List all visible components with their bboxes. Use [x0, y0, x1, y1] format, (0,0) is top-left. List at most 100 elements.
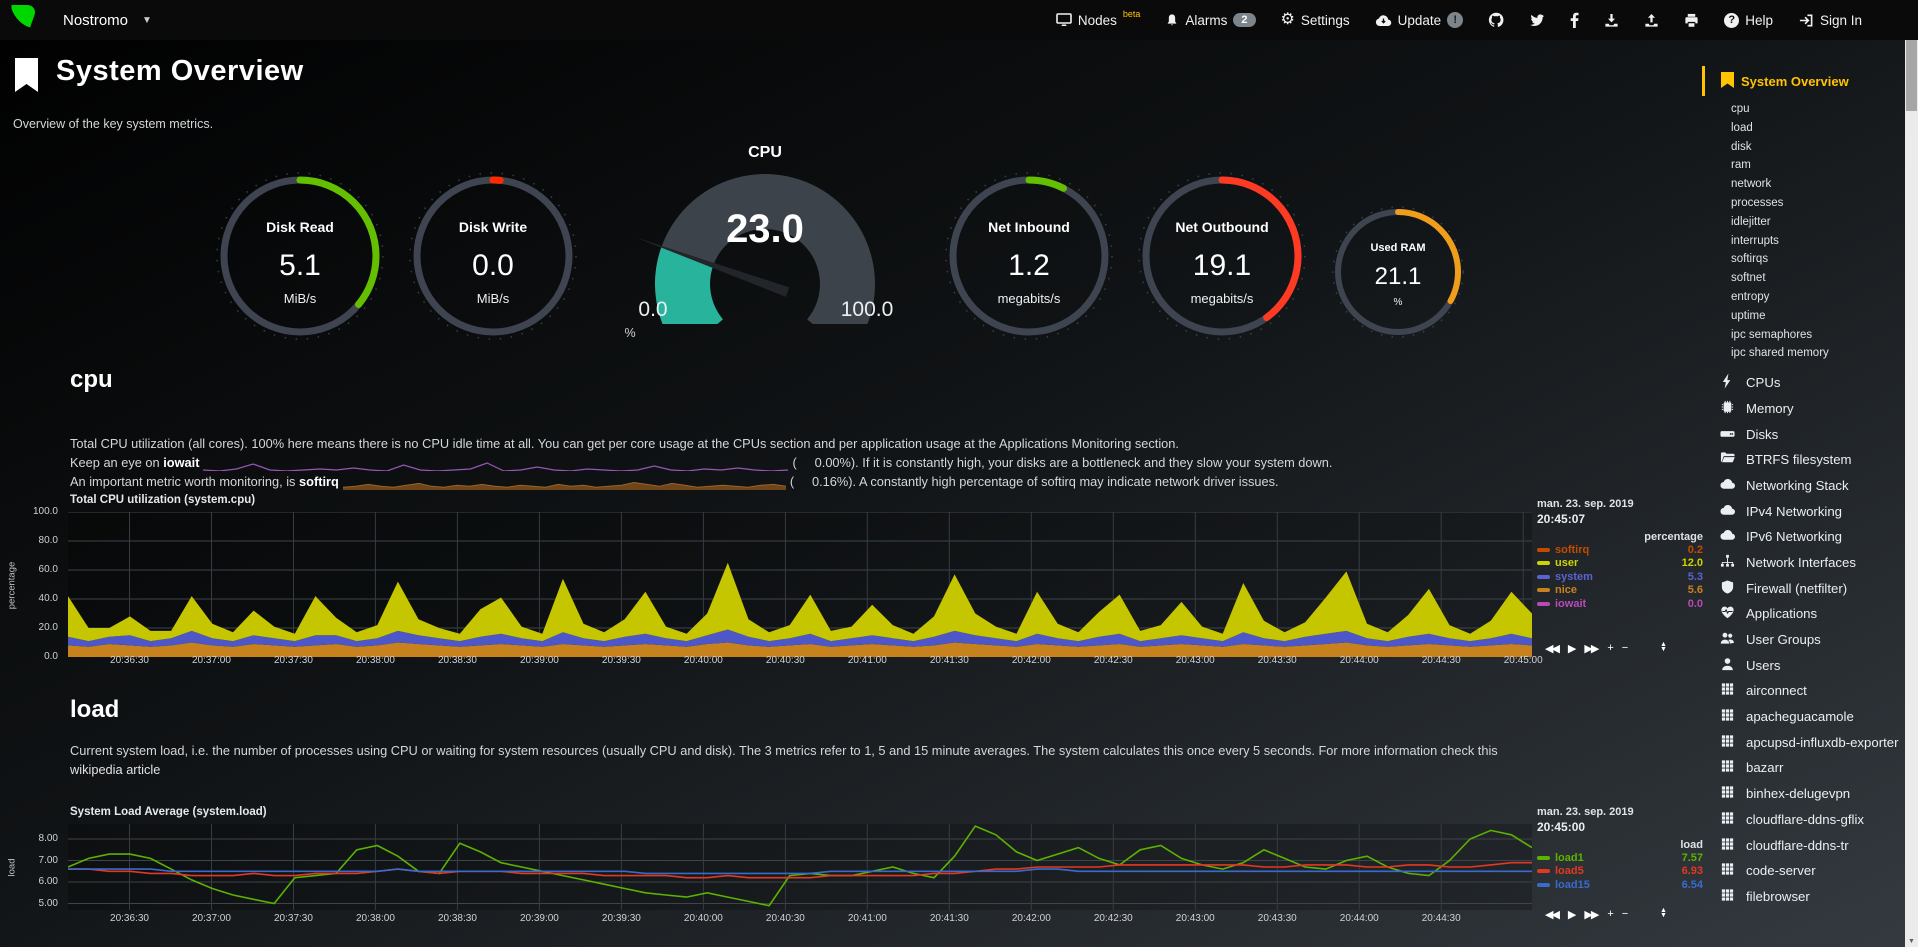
sidebar-subitem-ipc-shared-memory[interactable]: ipc shared memory [1731, 347, 1829, 360]
gauge-disk-read[interactable]: Disk Read 5.1 MiB/s [215, 171, 385, 371]
gauge-cpu[interactable]: CPU 23.0 0.0 100.0 % [600, 112, 930, 352]
legend-item-load5[interactable]: load5 6.93 [1537, 865, 1703, 879]
sidebar-item-bazarr[interactable]: bazarr [1702, 758, 1905, 784]
sidebar-subitem-softirqs[interactable]: softirqs [1731, 253, 1769, 266]
x-tick-label: 20:37:30 [273, 655, 313, 666]
gauge-used-ram[interactable]: Used RAM 21.1 % [1331, 205, 1465, 365]
x-tick-label: 20:37:30 [273, 913, 313, 924]
play-button[interactable]: ▶ [1567, 643, 1577, 655]
alarms-label: Alarms [1185, 12, 1228, 28]
sidebar-item-filebrowser[interactable]: filebrowser [1702, 887, 1905, 913]
alarms-button[interactable]: Alarms 2 [1165, 12, 1256, 28]
gauge-net-inbound[interactable]: Net Inbound 1.2 megabits/s [944, 171, 1114, 371]
sidebar-item-binhex-delugevpn[interactable]: binhex-delugevpn [1702, 784, 1905, 810]
sidebar-item-memory[interactable]: Memory [1702, 399, 1905, 425]
x-tick-label: 20:37:00 [192, 913, 231, 924]
sidebar-subsections: cpu load disk ram network processes idlejitter… [1702, 100, 1905, 363]
pan-backward-button[interactable]: ◀◀ [1545, 643, 1560, 655]
sidebar-item-apacheguacamole[interactable]: apacheguacamole [1702, 707, 1905, 733]
scroll-down-arrow[interactable]: ▼ [1908, 938, 1915, 945]
zoom-out-button[interactable]: − [1621, 908, 1629, 920]
softirq-sparkline[interactable] [342, 475, 786, 491]
sidebar-subitem-processes[interactable]: processes [1731, 196, 1784, 209]
cpu-chart-resize-handle[interactable]: ▲ ▼ [1660, 641, 1667, 653]
legend-date: man. 23. sep. 2019 [1537, 498, 1634, 510]
sidebar-item-cloudflare-ddns-gflix[interactable]: cloudflare-ddns-gflix [1702, 810, 1905, 836]
legend-value: 7.57 [1681, 851, 1703, 864]
cpu-chart-plot[interactable] [68, 512, 1532, 657]
caret-down-icon[interactable]: ▼ [142, 14, 152, 26]
x-tick-label: 20:40:30 [765, 913, 805, 924]
load-chart-resize-handle[interactable]: ▲ ▼ [1660, 907, 1667, 919]
update-button[interactable]: Update ! [1375, 12, 1464, 28]
export-button[interactable] [1644, 13, 1659, 28]
pan-forward-button[interactable]: ▶▶ [1584, 643, 1599, 655]
gauge-net-outbound[interactable]: Net Outbound 19.1 megabits/s [1137, 171, 1307, 371]
sidebar-subitem-interrupts[interactable]: interrupts [1731, 234, 1779, 247]
sidebar-subitem-entropy[interactable]: entropy [1731, 290, 1770, 303]
legend-item-iowait[interactable]: iowait 0.0 [1537, 597, 1703, 611]
gauge-unit: % [1393, 297, 1403, 308]
legend-item-system[interactable]: system 5.3 [1537, 570, 1703, 584]
gauge-disk-write[interactable]: Disk Write 0.0 MiB/s [408, 171, 578, 371]
sidebar-subitem-load[interactable]: load [1731, 121, 1753, 134]
sidebar-item-disks[interactable]: Disks [1702, 425, 1905, 451]
grid-icon [1720, 758, 1737, 779]
sidebar-item-networking-stack[interactable]: Networking Stack [1702, 476, 1905, 502]
pan-forward-button[interactable]: ▶▶ [1584, 909, 1599, 921]
printer-icon [1684, 13, 1699, 28]
help-button[interactable]: ? Help [1724, 12, 1773, 28]
nodes-button[interactable]: Nodes beta [1056, 9, 1140, 28]
sidebar-subitem-cpu[interactable]: cpu [1731, 103, 1750, 115]
settings-button[interactable]: ⚙ Settings [1281, 12, 1350, 28]
pan-backward-button[interactable]: ◀◀ [1545, 909, 1560, 921]
signin-button[interactable]: Sign In [1798, 13, 1862, 28]
sidebar-subitem-ipc-semaphores[interactable]: ipc semaphores [1731, 328, 1813, 341]
sidebar-item-system-overview[interactable]: System Overview [1702, 66, 1905, 96]
sidebar-item-code-server[interactable]: code-server [1702, 861, 1905, 887]
sidebar-item-label: bazarr [1746, 760, 1784, 776]
github-button[interactable] [1488, 12, 1504, 28]
sidebar-item-airconnect[interactable]: airconnect [1702, 681, 1905, 707]
play-button[interactable]: ▶ [1567, 909, 1577, 921]
zoom-in-button[interactable]: + [1607, 642, 1614, 654]
zoom-out-button[interactable]: − [1621, 642, 1629, 654]
sidebar-item-firewall-netfilter-[interactable]: Firewall (netfilter) [1702, 579, 1905, 605]
print-button[interactable] [1684, 13, 1699, 28]
zoom-in-button[interactable]: + [1607, 908, 1614, 920]
legend-item-softirq[interactable]: softirq 0.2 [1537, 543, 1703, 557]
legend-item-load15[interactable]: load15 6.54 [1537, 878, 1703, 892]
sidebar-item-cloudflare-ddns-tr[interactable]: cloudflare-ddns-tr [1702, 836, 1905, 862]
twitter-button[interactable] [1529, 13, 1545, 27]
y-tick-label: 80.0 [38, 535, 58, 546]
sidebar-item-apcupsd-influxdb-exporter[interactable]: apcupsd-influxdb-exporter [1702, 733, 1905, 759]
sidebar-subitem-idlejitter[interactable]: idlejitter [1731, 215, 1771, 228]
sidebar-item-btrfs-filesystem[interactable]: BTRFS filesystem [1702, 450, 1905, 476]
sidebar-item-ipv4-networking[interactable]: IPv4 Networking [1702, 502, 1905, 528]
hostname-dropdown[interactable]: Nostromo [63, 11, 129, 29]
import-button[interactable] [1604, 13, 1619, 28]
legend-item-nice[interactable]: nice 5.6 [1537, 584, 1703, 598]
beta-badge: beta [1122, 9, 1141, 19]
sidebar-subitem-network[interactable]: network [1731, 178, 1772, 191]
scrollbar-thumb[interactable] [1906, 15, 1917, 111]
sidebar-subitem-disk[interactable]: disk [1731, 140, 1752, 153]
sidebar-item-ipv6-networking[interactable]: IPv6 Networking [1702, 527, 1905, 553]
legend-item-load1[interactable]: load1 7.57 [1537, 851, 1703, 865]
sidebar-item-applications[interactable]: Applications [1702, 604, 1905, 630]
facebook-button[interactable] [1570, 12, 1579, 28]
load-chart-plot[interactable] [68, 824, 1532, 910]
iowait-sparkline[interactable] [203, 457, 789, 472]
sidebar-subitem-ram[interactable]: ram [1731, 159, 1751, 172]
legend-item-user[interactable]: user 12.0 [1537, 557, 1703, 571]
sidebar-item-network-interfaces[interactable]: Network Interfaces [1702, 553, 1905, 579]
netdata-logo-icon[interactable] [10, 3, 37, 38]
sidebar-subitem-softnet[interactable]: softnet [1731, 272, 1766, 285]
wikipedia-link[interactable]: wikipedia article [70, 762, 161, 777]
sidebar-subitem-uptime[interactable]: uptime [1731, 309, 1766, 322]
sidebar-item-cpus[interactable]: CPUs [1702, 373, 1905, 399]
sidebar-item-user-groups[interactable]: User Groups [1702, 630, 1905, 656]
cpu-chart-legend: man. 23. sep. 2019 20:45:07 percentage s… [1537, 492, 1703, 611]
sidebar-item-users[interactable]: Users [1702, 656, 1905, 682]
page-scrollbar[interactable]: ▲ ▼ [1905, 0, 1918, 947]
